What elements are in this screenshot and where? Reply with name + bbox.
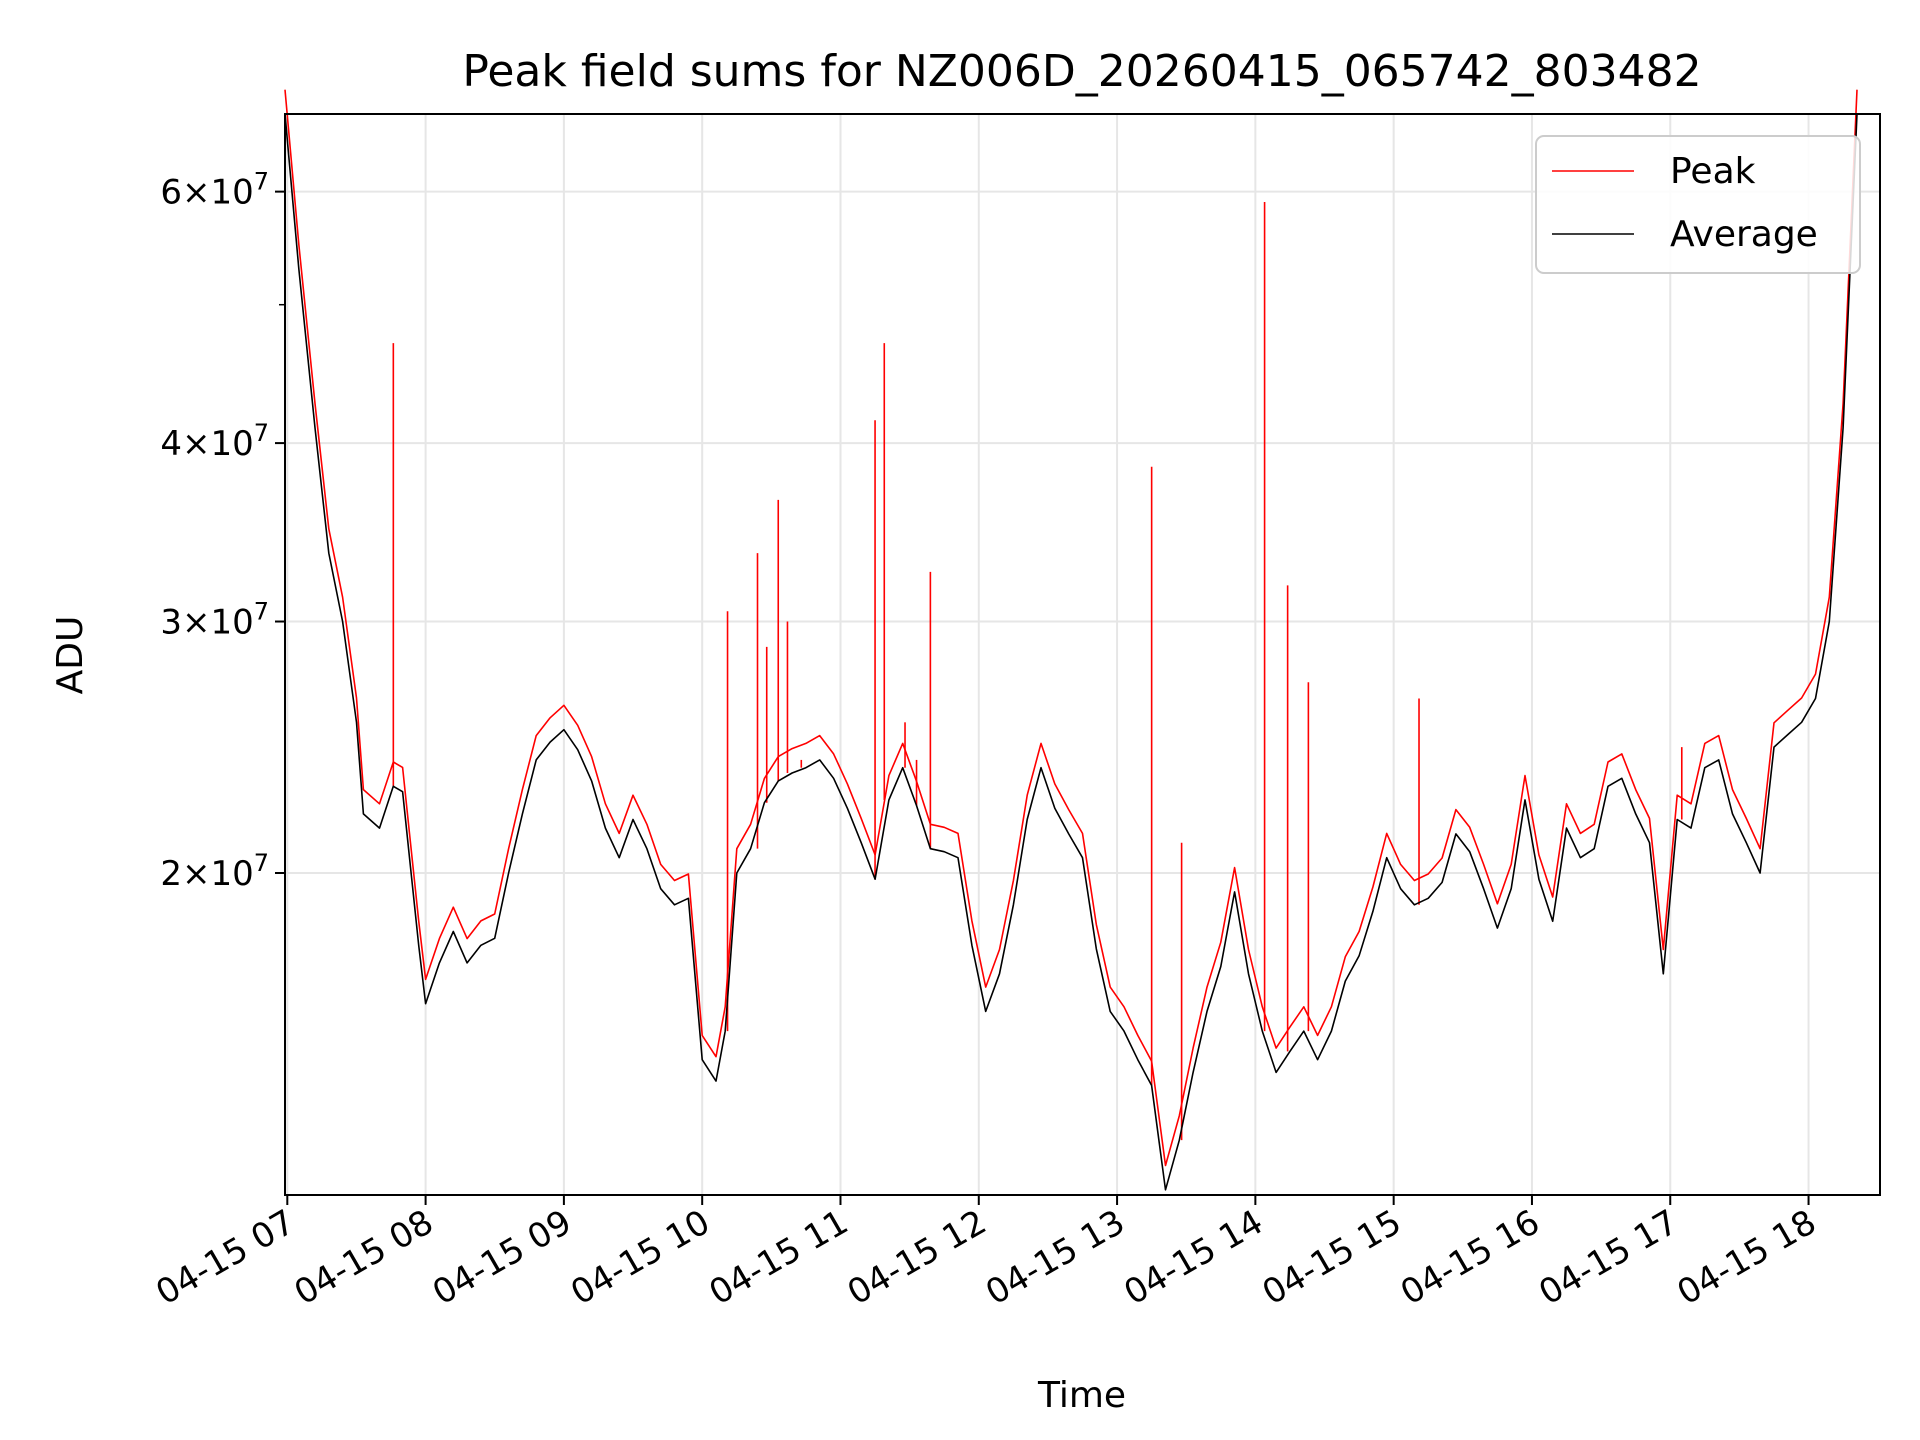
y-tick-label: 6×107: [160, 168, 269, 213]
legend-average-label: Average: [1670, 214, 1818, 255]
peak-line: [284, 89, 1858, 1167]
y-tick-label: 4×107: [160, 419, 269, 464]
chart-title: Peak field sums for NZ006D_20260415_0657…: [462, 46, 1701, 97]
plot-frame: [284, 113, 1881, 1196]
y-axis: 2×107 3×107 4×107 6×107: [160, 168, 285, 894]
peak-series: [284, 89, 1858, 1167]
average-series: [284, 113, 1858, 1191]
legend-peak-label: Peak: [1670, 151, 1756, 192]
grid-layer: [285, 114, 1880, 1195]
legend: Peak Average: [1535, 135, 1861, 274]
x-axis-label: Time: [1037, 1375, 1126, 1416]
y-tick-label: 3×107: [160, 598, 269, 643]
y-tick-label: 2×107: [160, 849, 269, 894]
average-line: [284, 113, 1858, 1191]
y-axis-label: ADU: [50, 616, 91, 695]
